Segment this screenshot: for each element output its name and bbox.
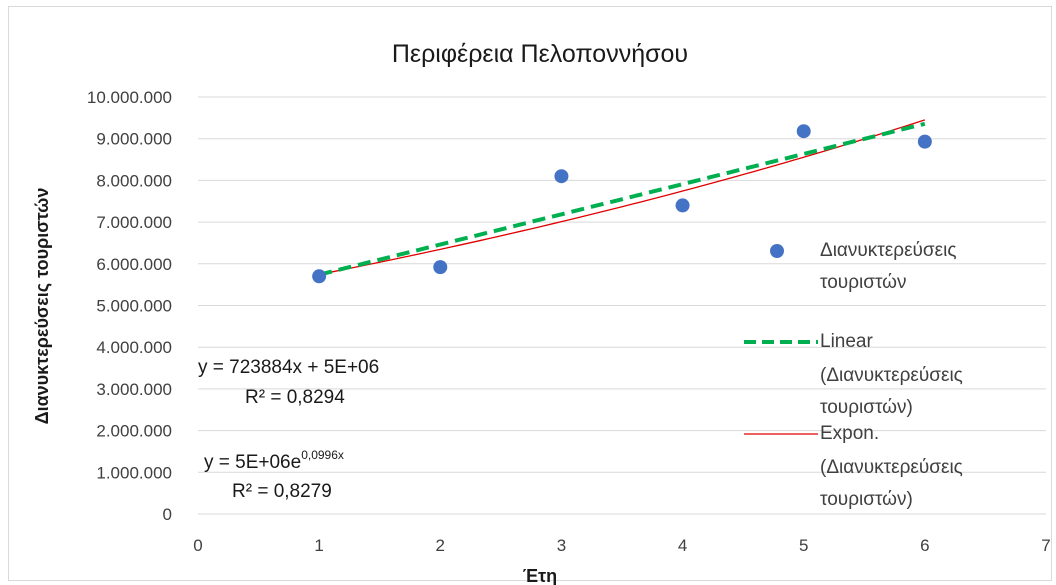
legend-marker-data-points — [770, 244, 784, 258]
legend-label-linear-trend-line-2: (Διανυκτερεύσεις — [820, 365, 963, 386]
linear-trendline — [318, 121, 926, 277]
data-point — [312, 269, 327, 284]
legend-label-linear-trend: Linear (Διανυκτερεύσεις τουριστών) — [820, 331, 968, 418]
legend-label-data-points: Διανυκτερεύσεις τουριστών — [820, 240, 962, 293]
data-point — [796, 124, 811, 139]
y-axis-title: Διανυκτερεύσεις τουριστών — [32, 188, 52, 425]
exponential-equation: y = 5E+06e0,0996x — [204, 448, 344, 473]
legend: Διανυκτερεύσεις τουριστών Linear (Διανυκ… — [744, 240, 968, 510]
y-tick-label: 8.000.000 — [96, 171, 172, 190]
y-tick-label: 10.000.000 — [87, 88, 172, 107]
linear-equation: y = 723884x + 5E+06 — [198, 357, 379, 378]
legend-label-data-points-line-2: τουριστών — [820, 272, 907, 293]
y-tick-label: 4.000.000 — [96, 338, 172, 357]
legend-label-exponential-trend-line-2: (Διανυκτερεύσεις — [820, 457, 963, 478]
data-points — [312, 124, 932, 284]
y-tick-label: 1.000.000 — [96, 463, 172, 482]
x-tick-label: 2 — [436, 536, 445, 555]
y-tick-label: 5.000.000 — [96, 297, 172, 316]
gridlines — [198, 96, 1046, 515]
exponential-equation-exponent: 0,0996x — [301, 448, 344, 462]
exponential-r-squared: R² = 0,8279 — [232, 481, 332, 502]
legend-label-linear-trend-line-1: Linear — [820, 331, 873, 352]
exponential-equation-label: y = 5E+06e0,0996x R² = 0,8279 — [204, 448, 344, 502]
x-tick-label: 5 — [799, 536, 808, 555]
data-point — [433, 260, 448, 275]
data-point — [917, 134, 932, 149]
legend-label-data-points-line-1: Διανυκτερεύσεις — [820, 240, 957, 261]
data-point — [554, 169, 569, 184]
y-tick-label: 0 — [163, 505, 172, 524]
trendlines — [318, 119, 926, 277]
x-tick-label: 0 — [193, 536, 202, 555]
exponential-equation-base: y = 5E+06e — [204, 452, 301, 473]
y-tick-label: 2.000.000 — [96, 422, 172, 441]
linear-equation-label: y = 723884x + 5E+06 R² = 0,8294 — [198, 357, 379, 408]
x-tick-label: 7 — [1041, 536, 1050, 555]
chart-area — [8, 6, 1052, 581]
data-point — [675, 198, 690, 213]
legend-label-exponential-trend-line-3: τουριστών) — [820, 489, 913, 510]
y-tick-label: 9.000.000 — [96, 130, 172, 149]
x-tick-label: 6 — [920, 536, 929, 555]
chart-title: Περιφέρεια Πελοποννήσου — [392, 40, 688, 68]
linear-r-squared: R² = 0,8294 — [245, 387, 345, 408]
x-tick-label: 1 — [314, 536, 323, 555]
legend-label-linear-trend-line-3: τουριστών) — [820, 397, 913, 418]
x-axis-tick-labels: 0 1 2 3 4 5 6 7 — [193, 536, 1050, 555]
x-tick-label: 3 — [557, 536, 566, 555]
legend-label-exponential-trend-line-1: Expon. — [820, 423, 879, 444]
x-axis-title: Έτη — [523, 566, 557, 585]
x-tick-label: 4 — [678, 536, 687, 555]
y-axis-tick-labels: 0 1.000.000 2.000.000 3.000.000 4.000.000 5.0… — [87, 88, 172, 524]
legend-label-exponential-trend: Expon. (Διανυκτερεύσεις τουριστών) — [820, 423, 968, 510]
y-tick-label: 7.000.000 — [96, 213, 172, 232]
y-tick-label: 3.000.000 — [96, 380, 172, 399]
y-tick-label: 6.000.000 — [96, 255, 172, 274]
exponential-trendline — [319, 119, 926, 276]
